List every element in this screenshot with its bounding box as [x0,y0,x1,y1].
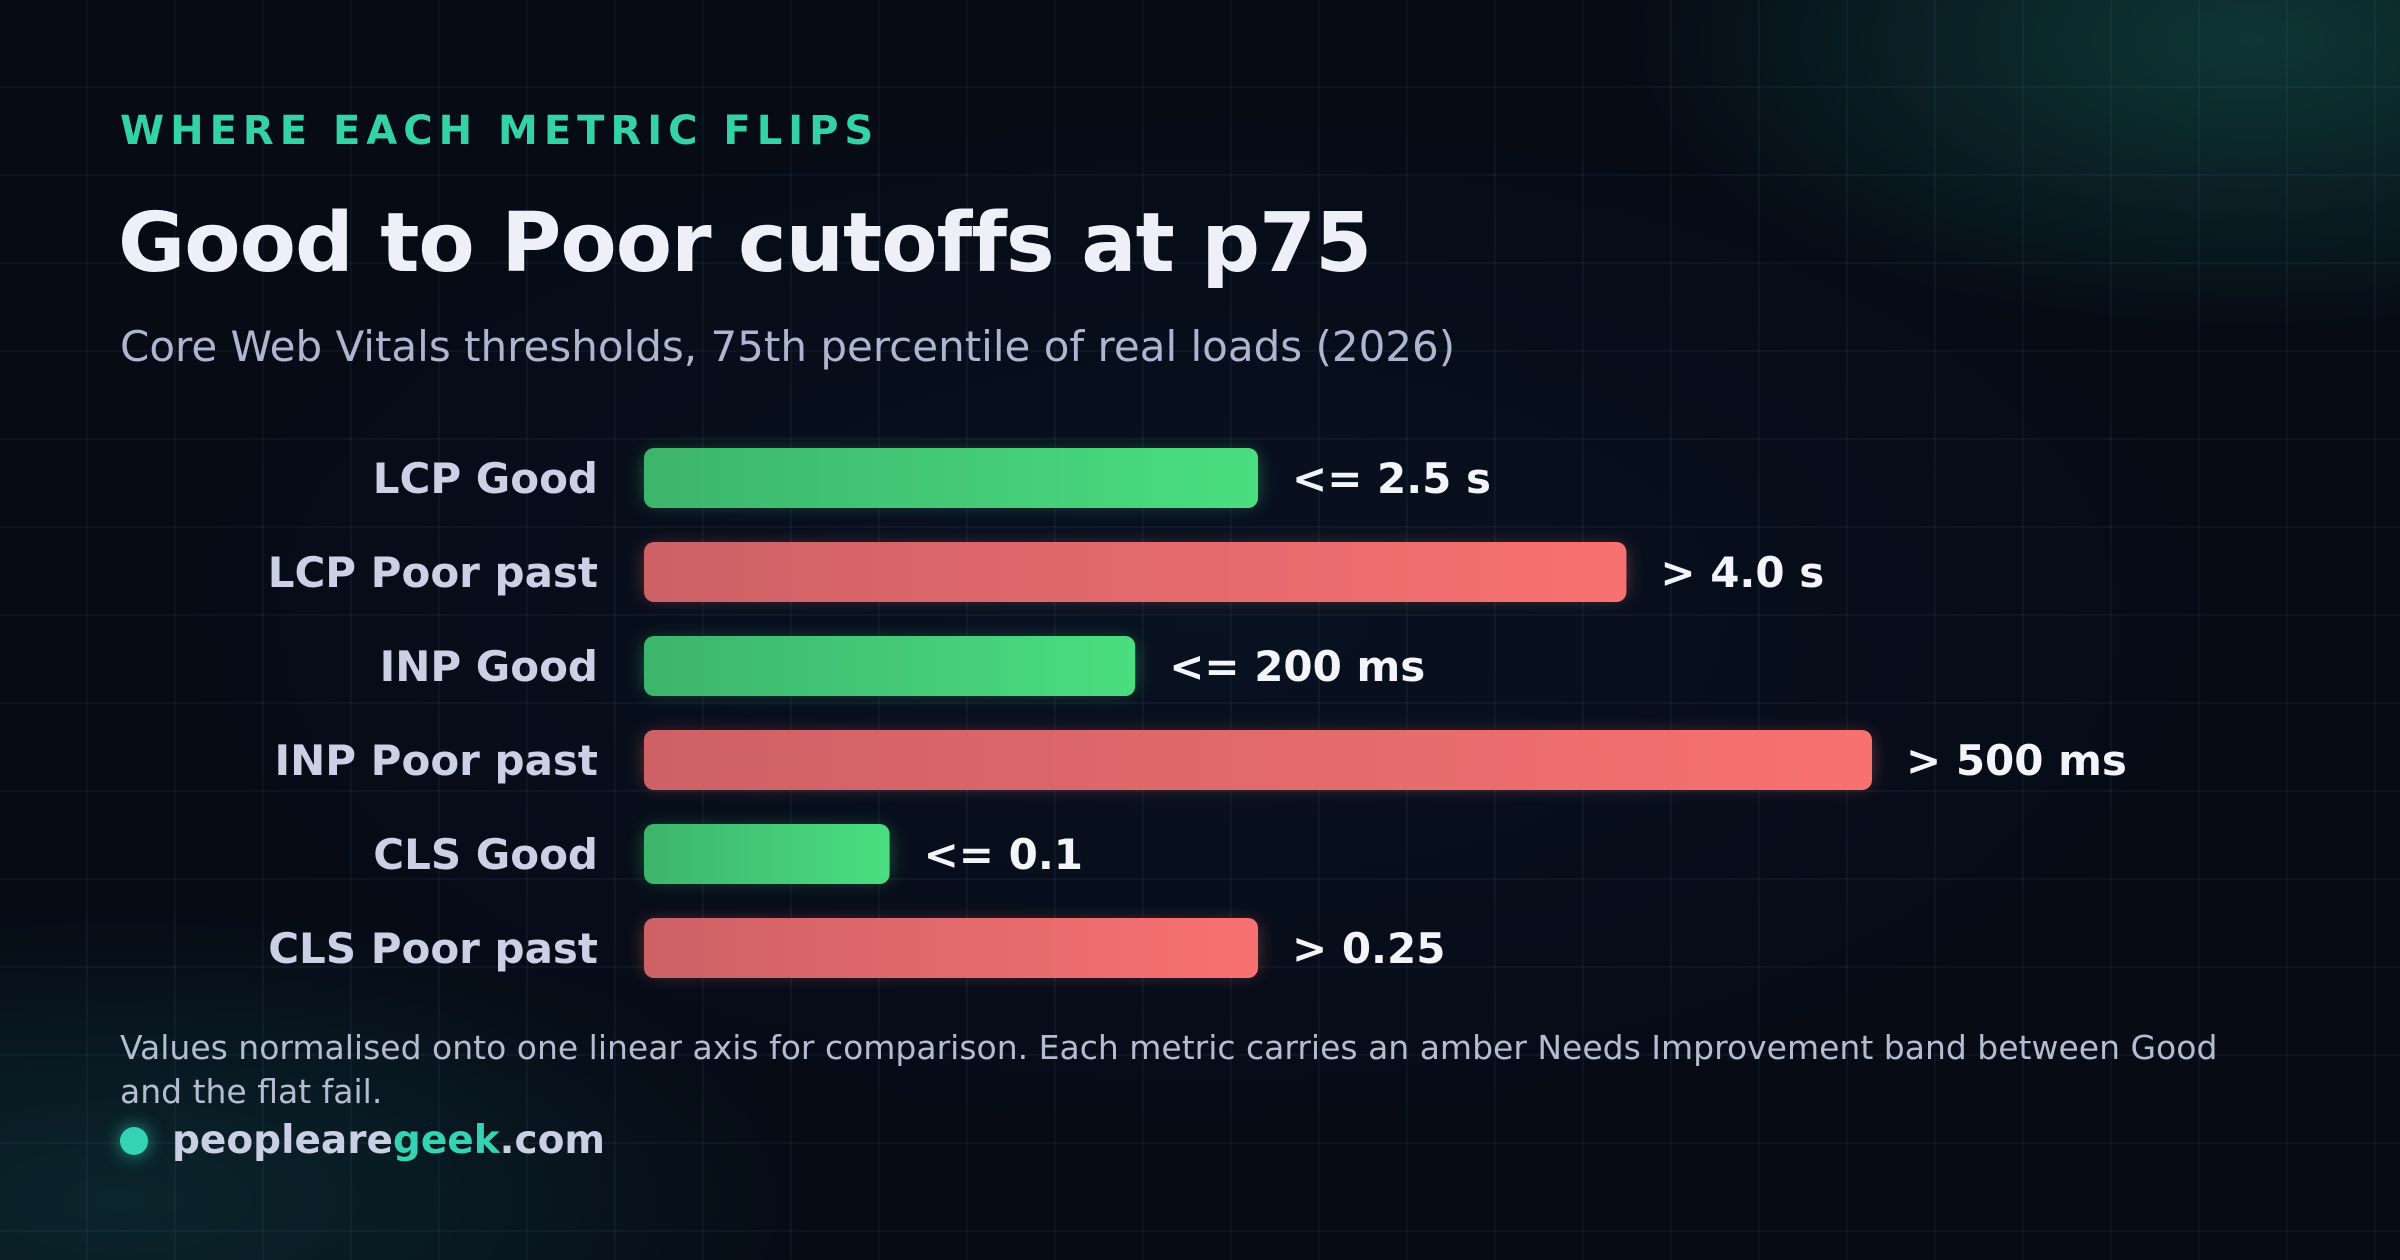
value-label: <= 2.5 s [1292,454,1491,503]
bar-cls-poor-past [644,918,1258,978]
brand-part-3: .com [499,1118,606,1163]
category-label: LCP Good [373,454,598,503]
category-label: CLS Poor past [268,924,598,973]
brand-part-2: geek [392,1118,500,1163]
category-label: CLS Good [373,830,598,879]
eyebrow-label: WHERE EACH METRIC FLIPS [120,108,880,154]
footnote: Values normalised onto one linear axis f… [120,1028,2218,1111]
value-label: <= 0.1 [924,830,1083,879]
value-label: > 0.25 [1292,924,1445,973]
chart-title: Good to Poor cutoffs at p75 [118,196,1372,291]
bar-cls-good [644,824,890,884]
chart-rows: LCP Good <= 2.5 s LCP Poor past > 4.0 s INP … [268,448,2127,978]
chart-subtitle: Core Web Vitals thresholds, 75th percent… [120,322,1456,371]
bar-inp-poor-past [644,730,1872,790]
brand-text: peoplearegeek.com [172,1118,605,1163]
brand[interactable]: peoplearegeek.com [120,1118,605,1163]
category-label: INP Good [380,642,598,691]
category-label: INP Poor past [275,736,599,785]
category-label: LCP Poor past [268,548,598,597]
brand-part-1: peopleare [172,1118,393,1163]
value-label: > 500 ms [1906,736,2127,785]
bar-lcp-poor-past [644,542,1627,602]
value-label: > 4.0 s [1660,548,1824,597]
bar-lcp-good [644,448,1258,508]
brand-dot-icon [120,1126,148,1155]
bar-chart: LCP Good <= 2.5 s LCP Poor past > 4.0 s INP … [268,448,2127,978]
bar-inp-good [644,636,1136,696]
value-label: <= 200 ms [1169,642,1425,691]
